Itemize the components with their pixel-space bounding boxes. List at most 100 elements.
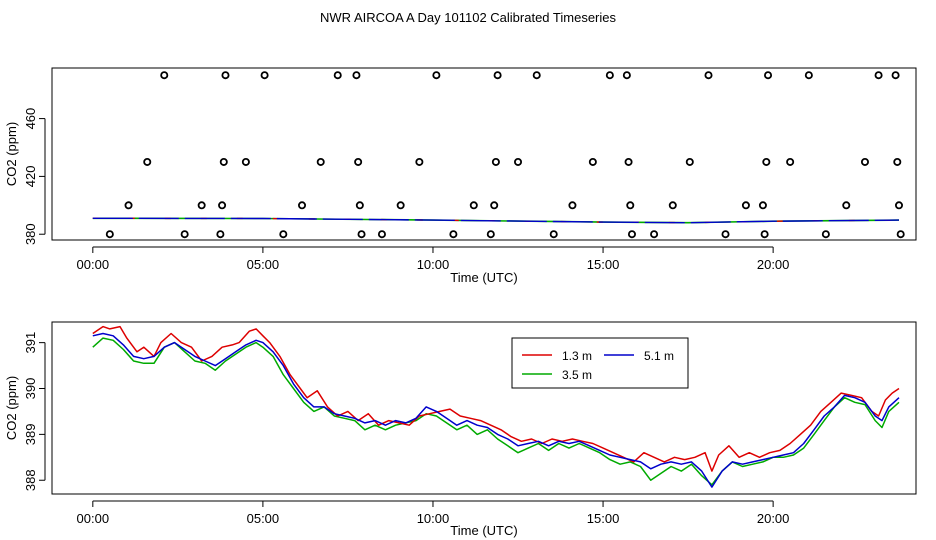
panel-bottom-frame: [51, 321, 917, 495]
data-point: [532, 71, 541, 80]
data-point: [549, 230, 558, 239]
data-point: [260, 71, 269, 80]
data-point: [354, 157, 363, 166]
data-point: [241, 157, 250, 166]
data-point: [821, 230, 830, 239]
data-point: [685, 157, 694, 166]
data-point: [605, 71, 614, 80]
figure-title: NWR AIRCOA A Day 101102 Calibrated Times…: [320, 10, 616, 25]
data-point: [874, 71, 883, 80]
legend-label-5-1m: 5.1 m: [644, 349, 674, 363]
panel-top-x-axis: 00:00 05:00 10:00 15:00 20:00: [77, 246, 790, 272]
data-point: [860, 157, 869, 166]
data-point: [105, 230, 114, 239]
data-point: [490, 201, 499, 210]
data-point: [626, 201, 635, 210]
data-point: [493, 71, 502, 80]
panel-bottom-series: [92, 325, 900, 488]
x-tick-label: 05:00: [247, 257, 280, 272]
data-point: [357, 230, 366, 239]
data-point: [469, 201, 478, 210]
panel-bottom-y-label: CO2 (ppm): [4, 376, 19, 440]
panel-bottom-y-axis: 388 389 390 391: [23, 332, 46, 491]
y-tick-label: 380: [23, 223, 38, 245]
panel-top-y-label: CO2 (ppm): [4, 122, 19, 186]
panel-top-y-axis: 380 420 460: [23, 108, 46, 245]
x-tick-label: 10:00: [417, 511, 450, 526]
data-point: [786, 157, 795, 166]
baseline-series-5-1m: [92, 217, 900, 224]
data-point: [668, 201, 677, 210]
y-tick-label: 391: [23, 332, 38, 354]
data-point: [143, 157, 152, 166]
panel-top-x-label: Time (UTC): [450, 270, 517, 285]
panel-bottom-x-label: Time (UTC): [450, 523, 517, 538]
data-point: [896, 230, 905, 239]
data-point: [415, 157, 424, 166]
data-point: [491, 157, 500, 166]
data-point: [124, 201, 133, 210]
data-point: [180, 230, 189, 239]
data-point: [486, 230, 495, 239]
x-tick-label: 00:00: [77, 511, 110, 526]
x-tick-label: 10:00: [417, 257, 450, 272]
data-point: [842, 201, 851, 210]
data-point: [622, 71, 631, 80]
data-point: [764, 71, 773, 80]
data-point: [568, 201, 577, 210]
data-point: [396, 201, 405, 210]
data-point: [449, 230, 458, 239]
series-line-3-5-m: [92, 337, 900, 486]
data-point: [624, 157, 633, 166]
x-tick-label: 15:00: [587, 257, 620, 272]
series-line-5-1-m: [92, 332, 900, 488]
panel-top-markers: [105, 71, 905, 239]
data-point: [279, 230, 288, 239]
data-point: [762, 157, 771, 166]
x-tick-label: 00:00: [77, 257, 110, 272]
data-point: [893, 157, 902, 166]
data-point: [216, 230, 225, 239]
data-point: [704, 71, 713, 80]
data-point: [804, 71, 813, 80]
y-tick-label: 460: [23, 108, 38, 130]
data-point: [514, 157, 523, 166]
x-tick-label: 05:00: [247, 511, 280, 526]
y-tick-label: 390: [23, 378, 38, 400]
legend: 1.3 m 3.5 m 5.1 m: [511, 337, 689, 389]
data-point: [197, 201, 206, 210]
data-point: [758, 201, 767, 210]
data-point: [627, 230, 636, 239]
data-point: [160, 71, 169, 80]
data-point: [891, 71, 900, 80]
data-point: [650, 230, 659, 239]
data-point: [760, 230, 769, 239]
panel-top: 00:00 05:00 10:00 15:00 20:00 380 420 460 Time…: [4, 67, 917, 285]
panel-top-baseline: [92, 217, 900, 224]
x-tick-label: 20:00: [757, 511, 790, 526]
data-point: [221, 71, 230, 80]
data-point: [352, 71, 361, 80]
data-point: [316, 157, 325, 166]
data-point: [219, 157, 228, 166]
panel-bottom: 00:00 05:00 10:00 15:00 20:00 388 389 390 391 T…: [4, 321, 917, 538]
legend-label-1-3m: 1.3 m: [562, 349, 592, 363]
data-point: [432, 71, 441, 80]
data-point: [741, 201, 750, 210]
x-tick-label: 15:00: [587, 511, 620, 526]
legend-label-3-5m: 3.5 m: [562, 368, 592, 382]
series-line-1-3-m: [92, 325, 900, 472]
data-point: [721, 230, 730, 239]
data-point: [333, 71, 342, 80]
data-point: [355, 201, 364, 210]
legend-box: [511, 337, 689, 389]
panel-bottom-x-axis: 00:00 05:00 10:00 15:00 20:00: [77, 500, 790, 526]
data-point: [377, 230, 386, 239]
data-point: [588, 157, 597, 166]
y-tick-label: 388: [23, 469, 38, 491]
x-tick-label: 20:00: [757, 257, 790, 272]
y-tick-label: 389: [23, 424, 38, 446]
data-point: [894, 201, 903, 210]
